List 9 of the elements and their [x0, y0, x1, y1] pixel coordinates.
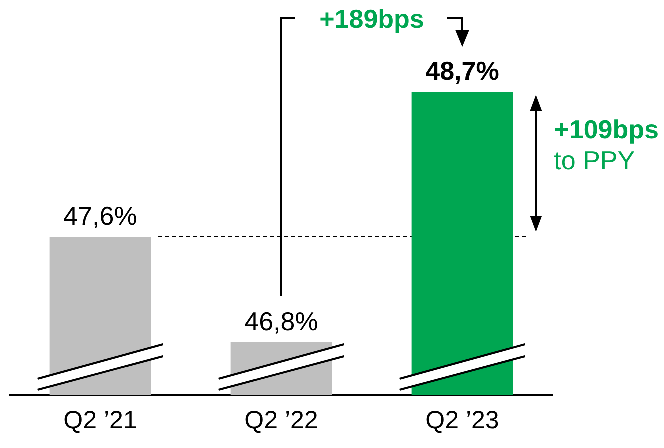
data-label: 48,7%	[426, 56, 500, 86]
annotation: +189bps	[320, 4, 424, 34]
x-tick-label: Q2 ’22	[244, 406, 318, 434]
x-tick-label: Q2 ’23	[426, 406, 500, 434]
text: +109bps	[554, 114, 659, 145]
data-label: 47,6%	[64, 201, 138, 231]
data-label: 46,8%	[244, 306, 318, 336]
text: to PPY	[554, 146, 636, 176]
x-tick-label: Q2 ’21	[64, 406, 138, 434]
